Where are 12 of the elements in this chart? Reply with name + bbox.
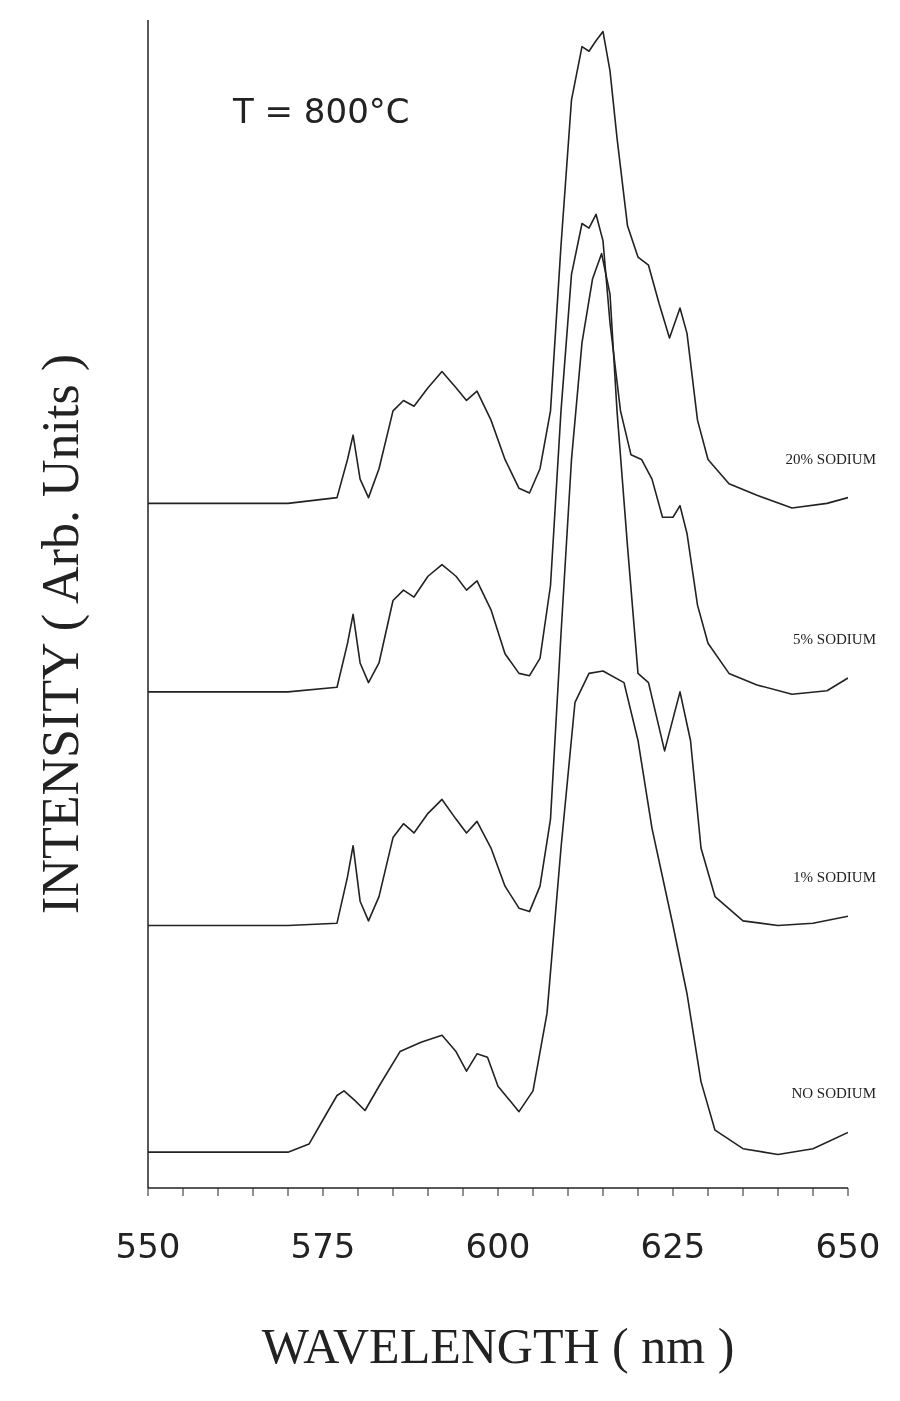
x-tick-label: 575 (290, 1226, 356, 1266)
y-axis-title: INTENSITY ( Arb. Units ) (32, 354, 90, 914)
text: 20% SODIUM (785, 450, 876, 467)
x-tick-label: 600 (465, 1226, 531, 1266)
x-axis-title: WAVELENGTH ( nm ) (261, 1318, 735, 1374)
x-tick-label: 650 (815, 1226, 881, 1266)
text: 5% SODIUM (793, 631, 876, 648)
annotation: T = 800°C (232, 91, 410, 131)
text: NO SODIUM (791, 1085, 876, 1102)
text: 1% SODIUM (793, 869, 876, 886)
x-tick-label: 625 (640, 1226, 706, 1266)
x-tick-label: 550 (115, 1226, 181, 1266)
